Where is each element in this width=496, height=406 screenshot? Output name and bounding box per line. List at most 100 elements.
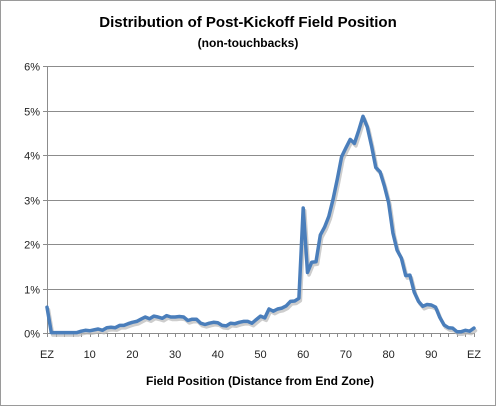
- data-point: [174, 316, 176, 318]
- data-point: [379, 171, 381, 173]
- data-point: [153, 315, 155, 317]
- gridlines: [47, 66, 474, 290]
- data-point: [221, 324, 223, 326]
- data-point: [183, 316, 185, 318]
- chart-subtitle: (non-touchbacks): [198, 36, 299, 50]
- data-point: [328, 215, 330, 217]
- data-point: [166, 315, 168, 317]
- data-point: [306, 271, 309, 274]
- data-point: [277, 308, 279, 310]
- x-tick-label: 30: [169, 349, 181, 361]
- data-point: [281, 307, 283, 309]
- data-point: [332, 198, 334, 200]
- data-point: [396, 249, 398, 251]
- data-point: [46, 306, 48, 308]
- data-point: [268, 308, 270, 310]
- x-tick-label: 80: [382, 349, 394, 361]
- y-tick-label: 0%: [24, 329, 40, 341]
- data-point: [161, 317, 163, 319]
- data-point: [67, 332, 69, 334]
- chart-title: Distribution of Post-Kickoff Field Posit…: [99, 14, 397, 31]
- data-point: [298, 297, 300, 299]
- y-tick-label: 1%: [24, 285, 40, 297]
- data-point: [140, 318, 142, 320]
- data-point: [255, 319, 257, 321]
- data-point: [144, 316, 146, 318]
- data-point: [204, 323, 206, 326]
- data-point: [319, 234, 321, 236]
- x-tick-label: 10: [84, 349, 96, 361]
- data-point: [405, 275, 407, 277]
- data-point: [247, 320, 249, 322]
- data-point: [469, 330, 471, 332]
- data-point: [119, 324, 121, 326]
- data-point: [289, 300, 291, 302]
- x-tick-label: 40: [212, 349, 224, 361]
- x-tick-label: 60: [297, 349, 309, 361]
- data-point: [230, 322, 232, 324]
- data-point: [358, 129, 360, 132]
- data-point: [114, 327, 116, 329]
- data-point: [422, 305, 424, 307]
- data-point: [464, 329, 467, 331]
- data-point: [238, 321, 240, 323]
- data-point: [311, 261, 313, 263]
- series-lines: [45, 114, 478, 337]
- x-tick-label: 90: [425, 349, 437, 361]
- data-point: [366, 126, 368, 128]
- data-point: [80, 330, 82, 332]
- tick-labels: 0% 1% 2% 3% 4% 5% 6% EZ 10 20 30 40 50 60 70 80 90 EZ: [24, 62, 481, 362]
- data-point: [460, 331, 462, 333]
- data-point: [76, 332, 78, 334]
- data-point: [302, 207, 304, 209]
- y-tick-label: 4%: [24, 151, 40, 163]
- data-point: [362, 115, 364, 117]
- data-point: [191, 318, 193, 320]
- series-line: [45, 114, 476, 335]
- data-point: [187, 319, 189, 322]
- data-point: [353, 142, 355, 144]
- data-point: [336, 178, 338, 180]
- data-point: [93, 329, 95, 331]
- data-point: [97, 328, 99, 330]
- data-point: [208, 322, 210, 324]
- data-point: [426, 303, 428, 306]
- data-point: [101, 329, 104, 331]
- data-point: [341, 156, 343, 158]
- data-point: [392, 232, 394, 234]
- data-point: [212, 321, 215, 323]
- y-tick-label: 5%: [24, 107, 40, 119]
- data-point: [136, 320, 138, 322]
- data-point: [430, 304, 432, 306]
- data-point: [375, 166, 377, 169]
- data-point: [131, 321, 133, 323]
- data-point: [225, 325, 227, 327]
- data-point: [170, 316, 172, 318]
- data-point: [127, 323, 129, 325]
- data-point: [272, 310, 274, 312]
- y-tick-label: 3%: [24, 196, 40, 208]
- data-point: [285, 305, 287, 307]
- data-point: [63, 332, 65, 334]
- data-point: [264, 317, 266, 319]
- x-tick-label: EZ: [467, 349, 481, 361]
- data-point: [452, 327, 454, 329]
- data-point: [234, 323, 236, 325]
- x-tick-label: 70: [340, 349, 352, 361]
- data-point: [123, 324, 125, 326]
- data-point: [242, 320, 244, 322]
- data-point: [349, 138, 351, 140]
- axes: [43, 66, 475, 337]
- data-point: [456, 331, 458, 333]
- data-point: [294, 300, 296, 302]
- x-tick-label: 50: [254, 349, 266, 361]
- data-point: [443, 324, 445, 326]
- y-tick-label: 6%: [24, 62, 40, 74]
- data-point: [447, 327, 449, 329]
- data-point: [54, 332, 57, 334]
- data-point: [388, 202, 390, 204]
- data-point: [439, 316, 441, 318]
- data-point: [417, 300, 420, 302]
- data-point: [345, 147, 347, 149]
